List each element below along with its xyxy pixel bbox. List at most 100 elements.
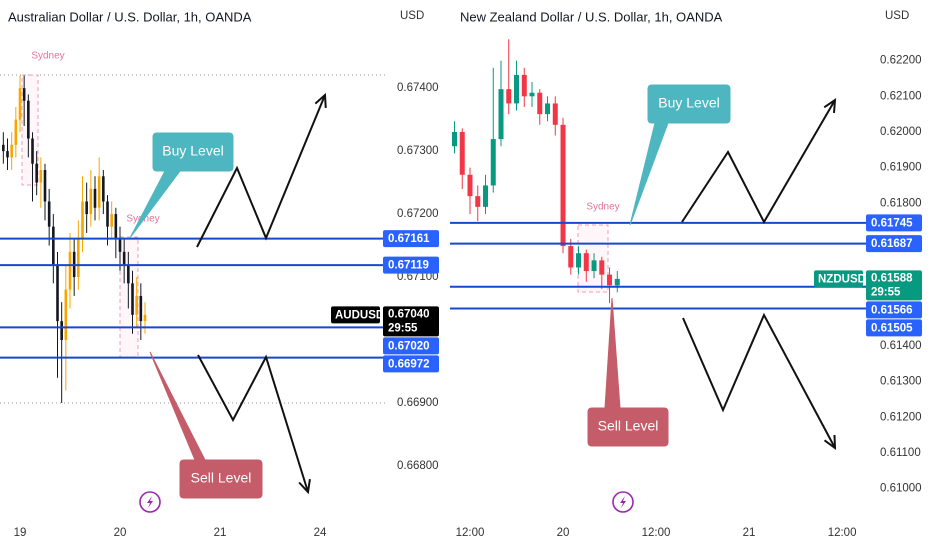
y-tick-label: 0.67400 — [397, 82, 439, 94]
price-label: 0.61687 — [871, 238, 913, 250]
current-price-box — [383, 306, 439, 337]
candle-body — [118, 239, 122, 252]
session-box — [577, 224, 609, 293]
x-tick-label: 21 — [214, 527, 227, 539]
y-tick-label: 0.61300 — [880, 376, 922, 388]
symbol-box — [331, 306, 380, 324]
candle-body — [127, 264, 130, 284]
candle-body — [591, 260, 597, 272]
candle-body — [607, 274, 613, 286]
countdown-label: 29:55 — [388, 322, 418, 334]
candle-body — [110, 214, 113, 227]
candle-body — [122, 251, 126, 265]
price-label: 0.61566 — [871, 304, 913, 316]
session-box — [21, 74, 39, 186]
price-label-box — [866, 301, 922, 319]
sell-callout-shape — [149, 351, 263, 499]
symbol-label: AUDUSD — [335, 309, 384, 321]
countdown-label: 29:55 — [871, 286, 901, 298]
x-tick-label: 12:00 — [828, 527, 857, 539]
candle-body — [529, 92, 535, 97]
y-tick-label: 0.67300 — [397, 145, 439, 157]
y-tick-label: 0.61100 — [880, 447, 921, 459]
y-tick-label: 0.67100 — [397, 271, 439, 283]
y-axis-unit: USD — [885, 10, 909, 22]
candle-body — [68, 251, 72, 290]
candle-body — [560, 124, 566, 247]
current-price-label: 0.61588 — [871, 272, 913, 284]
candle-body — [102, 176, 105, 202]
candle-body — [599, 260, 605, 275]
price-label-box — [866, 235, 922, 253]
candle-body — [135, 295, 138, 315]
price-label-box — [383, 337, 439, 355]
price-label-box — [383, 256, 439, 274]
candle-body — [131, 283, 134, 315]
chart-title: Australian Dollar / U.S. Dollar, 1h, OAN… — [8, 9, 252, 24]
candle-body — [106, 201, 109, 227]
price-label: 0.61745 — [871, 217, 913, 229]
y-tick-label: 0.67200 — [397, 208, 439, 220]
candle-body — [139, 295, 143, 322]
candle-body — [97, 176, 101, 208]
projection-arrow — [196, 94, 326, 248]
candle-body — [114, 214, 118, 240]
y-tick-label: 0.62000 — [880, 126, 922, 138]
candle-body — [490, 139, 496, 186]
alert-icon-bolt — [620, 496, 626, 508]
candle-body — [552, 103, 558, 125]
price-label: 0.67020 — [388, 340, 430, 352]
price-label-box — [866, 319, 922, 337]
session-label: Sydney — [31, 51, 64, 62]
x-tick-label: 20 — [557, 527, 570, 539]
symbol-label: NZDUSD — [818, 273, 866, 285]
price-label-box — [383, 230, 439, 248]
candle-body — [60, 321, 63, 340]
candle-body — [18, 88, 22, 120]
price-label: 0.67119 — [388, 260, 429, 272]
y-tick-label: 0.61800 — [880, 197, 922, 209]
price-label: 0.61505 — [871, 322, 913, 334]
candle-body — [52, 226, 55, 265]
candle-body — [483, 185, 489, 207]
candle-body — [64, 289, 68, 340]
x-tick-label: 12:00 — [642, 527, 671, 539]
buy-callout-shape — [629, 84, 731, 226]
y-axis-unit: USD — [400, 10, 424, 22]
y-tick-label: 0.66900 — [397, 397, 439, 409]
candle-body — [77, 239, 80, 278]
candle-body — [31, 138, 34, 164]
candle-body — [85, 201, 88, 215]
candle-body — [568, 246, 574, 268]
y-tick-label: 0.62100 — [880, 90, 922, 102]
x-tick-label: 21 — [743, 527, 756, 539]
candle-body — [514, 74, 520, 104]
candle-body — [81, 201, 84, 240]
candle-body — [143, 314, 147, 322]
candle-body — [27, 100, 30, 139]
chart-title: New Zealand Dollar / U.S. Dollar, 1h, OA… — [460, 9, 723, 24]
candle-body — [89, 188, 93, 215]
current-price-label: 0.67040 — [388, 308, 430, 320]
candle-body — [93, 188, 97, 208]
y-tick-label: 0.61000 — [880, 483, 922, 495]
y-tick-label: 0.66800 — [397, 460, 439, 472]
candle-body — [43, 170, 47, 202]
price-label-box — [866, 214, 922, 232]
candle-body — [451, 131, 457, 147]
candle-body — [614, 278, 620, 286]
x-tick-label: 19 — [14, 527, 27, 539]
y-tick-label: 0.61200 — [880, 411, 922, 423]
current-price-box — [866, 270, 922, 301]
sell-callout-text: Sell Level — [191, 470, 252, 486]
x-tick-label: 12:00 — [456, 527, 485, 539]
price-label-box — [383, 355, 439, 373]
candle-body — [2, 144, 5, 152]
candle-body — [506, 89, 512, 104]
arrow-head — [314, 92, 327, 109]
candle-body — [498, 89, 504, 140]
projection-arrow — [681, 99, 836, 225]
buy-callout-shape — [129, 132, 234, 239]
candle-body — [459, 131, 465, 175]
